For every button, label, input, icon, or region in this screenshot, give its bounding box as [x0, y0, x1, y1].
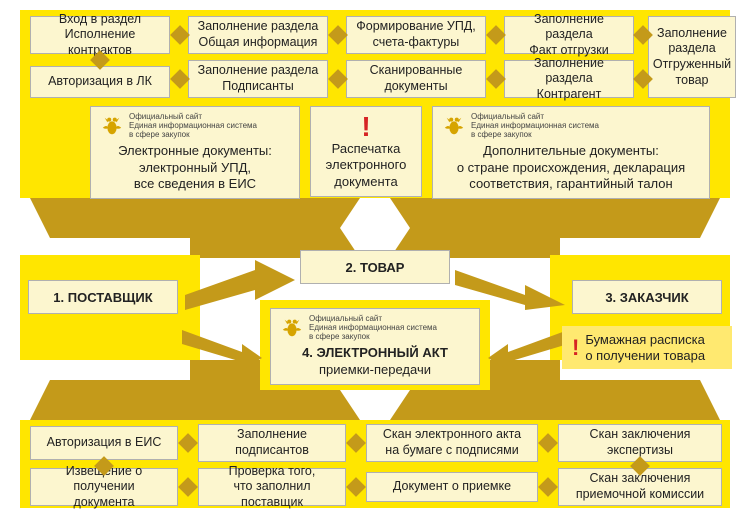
- role-goods: 2. ТОВАР: [300, 250, 450, 284]
- info-left-body: Электронные документы:электронный УПД,вс…: [101, 143, 289, 192]
- arrow-2-to-3: [455, 260, 565, 310]
- box-top-r1c4: Заполнение разделаФакт отгрузки: [504, 16, 634, 54]
- role-eact: Официальный сайт Единая информационная с…: [270, 308, 480, 385]
- box-top-r2c3: Сканированныедокументы: [346, 60, 486, 98]
- box-top-r1c5: ЗаполнениеразделаОтгруженныйтовар: [648, 16, 736, 98]
- info-mid-body: Распечаткаэлектронногодокумента: [321, 141, 411, 190]
- info-mid: ! Распечаткаэлектронногодокумента: [310, 106, 422, 197]
- box-bot-r1c3: Скан электронного актана бумаге с подпис…: [366, 424, 538, 462]
- box-top-r2c2: Заполнение разделаПодписанты: [188, 60, 328, 98]
- box-top-r1c1: Вход в разделИсполнение контрактов: [30, 16, 170, 54]
- role-supplier: 1. ПОСТАВЩИК: [28, 280, 178, 314]
- box-bot-r2c2: Проверка того,что заполнил поставщик: [198, 468, 346, 506]
- eagle-caption: Официальный сайт Единая информационная с…: [129, 113, 257, 139]
- exclamation-icon: !: [572, 337, 579, 359]
- eagle-icon: [101, 115, 123, 137]
- exclamation-icon: !: [321, 113, 411, 141]
- eagle-icon: [443, 115, 465, 137]
- eagle-caption: Официальный сайт Единая информационная с…: [471, 113, 599, 139]
- eact-title: 4. ЭЛЕКТРОННЫЙ АКТ: [281, 345, 469, 361]
- flow-arrow-top-left: [30, 198, 360, 258]
- arrow-3-to-4: [488, 330, 568, 370]
- eagle-icon: [281, 317, 303, 339]
- flow-arrow-top-right: [390, 198, 720, 258]
- box-top-r2c4: Заполнение разделаКонтрагент: [504, 60, 634, 98]
- box-top-r1c2: Заполнение разделаОбщая информация: [188, 16, 328, 54]
- box-bot-r1c2: Заполнениеподписантов: [198, 424, 346, 462]
- box-top-r2c1: Авторизация в ЛК: [30, 66, 170, 98]
- info-right-body: Дополнительные документы:о стране происх…: [443, 143, 699, 192]
- box-bot-r1c1: Авторизация в ЕИС: [30, 426, 178, 460]
- eagle-caption: Официальный сайт Единая информационная с…: [309, 315, 437, 341]
- eact-sub: приемки-передачи: [281, 362, 469, 378]
- arrow-1-to-2: [185, 260, 295, 310]
- receipt-box: ! Бумажная распискао получении товара: [562, 326, 732, 369]
- receipt-text: Бумажная распискао получении товара: [585, 332, 705, 363]
- box-top-r1c3: Формирование УПД,счета-фактуры: [346, 16, 486, 54]
- info-left: Официальный сайт Единая информационная с…: [90, 106, 300, 199]
- role-customer: 3. ЗАКАЗЧИК: [572, 280, 722, 314]
- info-right: Официальный сайт Единая информационная с…: [432, 106, 710, 199]
- box-bot-r2c3: Документ о приемке: [366, 472, 538, 502]
- arrow-4-to-1: [182, 330, 262, 370]
